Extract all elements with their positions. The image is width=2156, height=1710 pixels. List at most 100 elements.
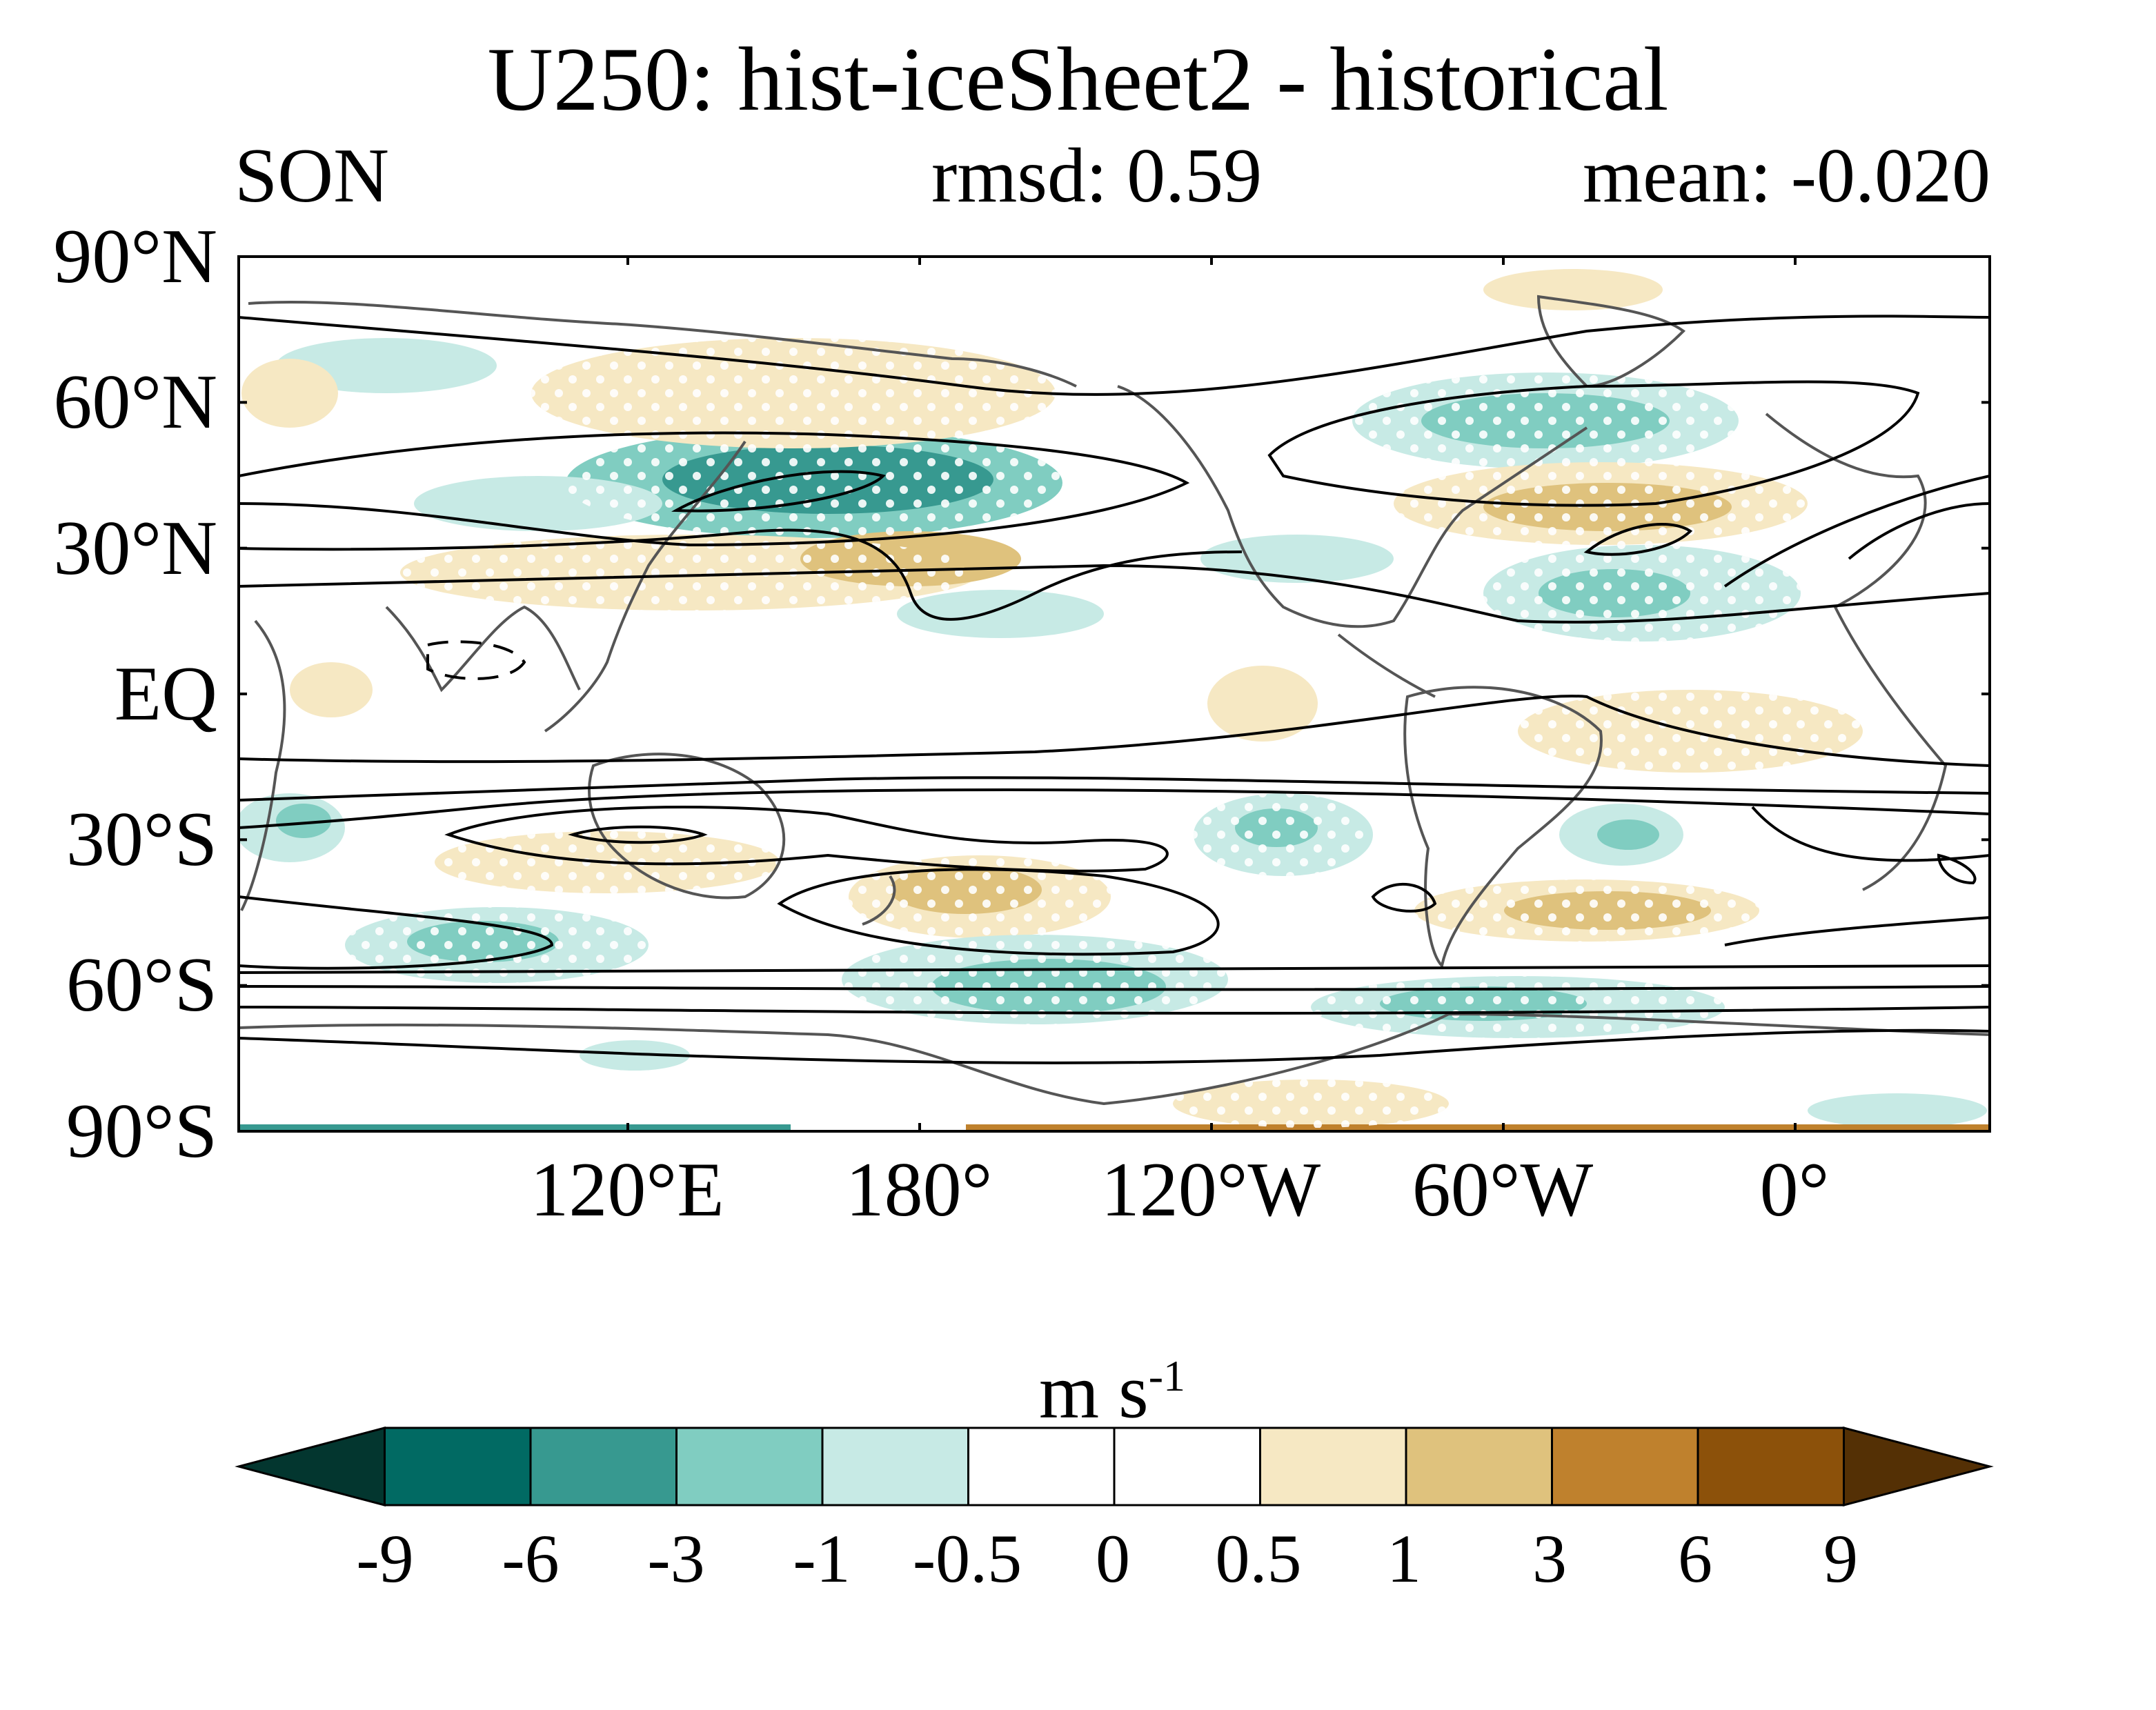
anomaly-patch <box>1808 1093 1987 1128</box>
stipple-patch <box>849 855 1111 938</box>
contour-line <box>239 1006 1990 1015</box>
contour-line <box>239 1028 1990 1064</box>
units-exponent: -1 <box>1148 1351 1186 1400</box>
stipple-patch <box>842 935 1228 1024</box>
colorbar-tick-label: -9 <box>356 1520 414 1597</box>
contour-line <box>1937 853 1977 885</box>
colorbar-units: m s-1 <box>1039 1331 1185 1436</box>
colorbar-box <box>1113 1426 1261 1507</box>
map-title: U250: hist-iceSheet2 - historical <box>487 28 1669 130</box>
contour-line <box>444 806 1169 873</box>
anomaly-patch <box>241 359 338 428</box>
colorbar-box <box>529 1426 678 1507</box>
stipple-patch <box>1352 372 1739 469</box>
coastline-antarctica <box>239 1012 1990 1106</box>
anomaly-patch <box>276 804 331 838</box>
stipple-patch <box>1194 793 1373 876</box>
lon-label-120w: 120°W <box>1100 1147 1321 1233</box>
contour-line <box>239 695 1990 767</box>
contour-line <box>239 564 1990 624</box>
colorbar-box <box>1551 1426 1699 1507</box>
colorbar-box <box>1405 1426 1553 1507</box>
coastline-africa <box>240 619 286 911</box>
units-base: m s <box>1038 1349 1149 1435</box>
contour-line <box>671 470 886 513</box>
colorbar-box <box>967 1426 1116 1507</box>
stipple-patch <box>1173 1080 1449 1128</box>
lat-label-60s: 60°S <box>66 942 217 1028</box>
contour-line <box>777 868 1220 956</box>
stipple-patch <box>1394 462 1808 545</box>
lat-label-30s: 30°S <box>66 797 217 882</box>
colorbar-box <box>675 1426 824 1507</box>
rmsd-label: rmsd: 0.59 <box>931 133 1263 219</box>
anomaly-patch <box>1200 535 1394 583</box>
anomaly-patch <box>580 1040 690 1071</box>
contour-line <box>239 985 1990 991</box>
anomaly-patch <box>1483 269 1663 310</box>
colorbar-tick-label: 6 <box>1678 1520 1712 1597</box>
colorbar-tick-label: 3 <box>1532 1520 1567 1597</box>
lon-label-180: 180° <box>845 1147 993 1233</box>
coastline-south-america <box>1403 686 1603 969</box>
anomaly-patch <box>290 662 373 717</box>
coastline-eurasia-north <box>248 301 1077 388</box>
coastline-east-asia <box>544 440 746 733</box>
lon-label-60w: 60°W <box>1412 1147 1594 1233</box>
contour-line <box>239 895 554 970</box>
contour-line <box>1267 380 1920 507</box>
anomaly-patch <box>897 590 1104 638</box>
colorbar-box <box>1259 1426 1407 1507</box>
colorbar-tick-label: 0 <box>1096 1520 1130 1597</box>
contour-line <box>426 640 526 680</box>
colorbar-box <box>1697 1426 1845 1507</box>
anomaly-patch <box>1597 819 1659 850</box>
lon-label-0: 0° <box>1759 1147 1830 1233</box>
contour-line <box>1751 806 1990 862</box>
axis-ticks <box>239 255 1990 1133</box>
stipple-patch <box>531 338 1056 448</box>
contour-line <box>239 431 1190 547</box>
stipple-patch <box>1414 879 1759 942</box>
contour-line <box>568 825 708 844</box>
contour-line <box>1724 916 1990 946</box>
stipple-patch <box>400 535 980 610</box>
lat-label-60n: 60°N <box>53 359 217 445</box>
colorbar-tick-label: -0.5 <box>912 1520 1022 1597</box>
colorbar-tick-label: -1 <box>793 1520 851 1597</box>
colorbar-tick-label: 0.5 <box>1215 1520 1302 1597</box>
coastline-new-zealand <box>862 875 896 926</box>
lon-label-120e: 120°E <box>530 1147 724 1233</box>
colorbar-tick-label: 1 <box>1387 1520 1421 1597</box>
lat-label-eq: EQ <box>114 651 217 737</box>
colorbar-extend-low <box>235 1426 386 1507</box>
contour-line <box>239 528 1243 621</box>
contour-line <box>1371 882 1437 913</box>
contour-line <box>1848 502 1990 560</box>
season-label: SON <box>235 133 390 219</box>
stipple-patch <box>345 907 649 983</box>
colorbar-tick-label: 9 <box>1823 1520 1858 1597</box>
lat-label-90s: 90°S <box>66 1088 217 1174</box>
colorbar-tick-label: -3 <box>647 1520 705 1597</box>
colorbar-tick-label: -6 <box>502 1520 560 1597</box>
significance-stippling <box>345 338 1863 1128</box>
map-panel <box>239 257 1990 1131</box>
colorbar-box <box>821 1426 969 1507</box>
colorbar-extend-high <box>1843 1426 1994 1507</box>
stipple-patch <box>1483 545 1801 642</box>
stipple-patch <box>1311 976 1725 1038</box>
anomaly-patch <box>966 1124 1990 1131</box>
colorbar-box <box>384 1426 532 1507</box>
contour-line <box>1583 523 1693 556</box>
lat-label-90n: 90°N <box>53 214 217 299</box>
colorbar <box>235 1426 1994 1507</box>
contour-line <box>239 776 1990 802</box>
coastline-greenland <box>1536 295 1686 388</box>
anomaly-patch <box>239 1124 791 1131</box>
mean-label: mean: -0.020 <box>1583 133 1990 219</box>
coastline-north-america <box>1117 385 1588 628</box>
contour-line <box>239 788 1990 829</box>
lat-label-30n: 30°N <box>53 506 217 591</box>
